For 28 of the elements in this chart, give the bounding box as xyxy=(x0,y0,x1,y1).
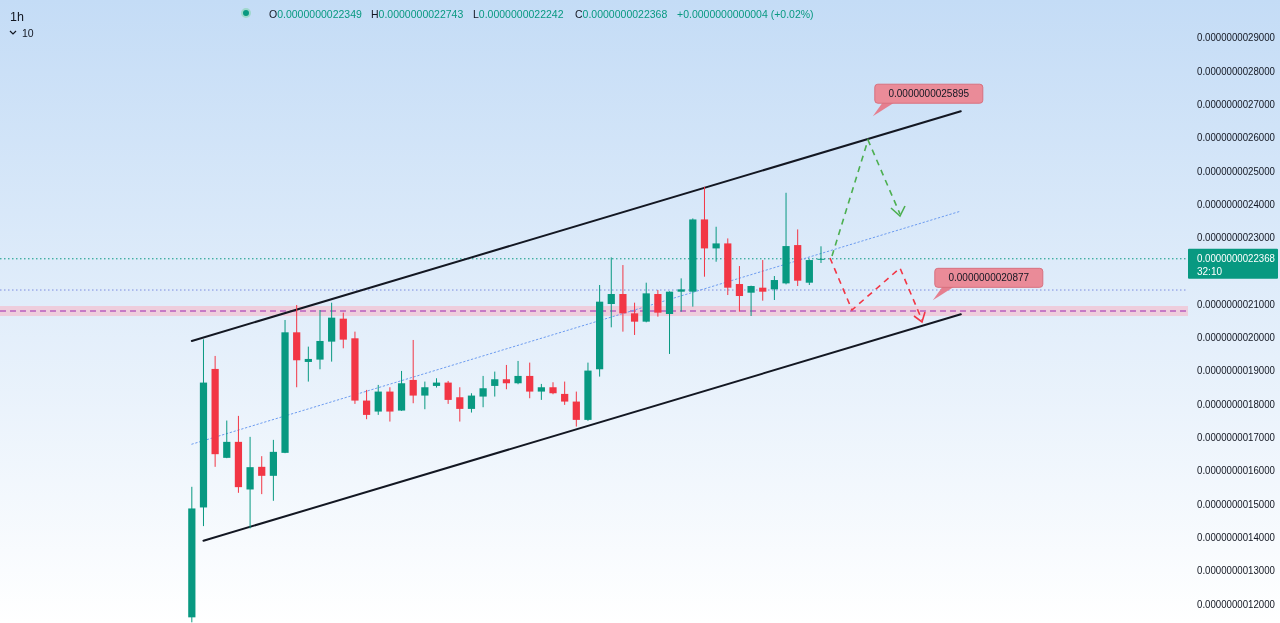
y-tick-label: 0.0000000027000 xyxy=(1197,99,1278,111)
annotation: +0.0000000000004 (+0.02%) xyxy=(677,7,814,20)
annotation: H0.0000000022743 xyxy=(371,7,464,20)
y-tick-label: 0.0000000020000 xyxy=(1197,332,1278,344)
y-tick-label: 0.0000000021000 xyxy=(1197,298,1278,310)
annotation: 0.0000000025895 xyxy=(888,88,970,100)
y-tick-label: 0.0000000025000 xyxy=(1197,165,1278,177)
ref-line-label: 0.0000000022368 xyxy=(1197,253,1278,265)
y-tick-label: 0.0000000018000 xyxy=(1197,398,1278,410)
y-tick-label: 0.0000000028000 xyxy=(1197,65,1278,77)
annotation: O0.0000000022349 xyxy=(269,7,362,20)
y-tick-label: 0.0000000016000 xyxy=(1197,465,1278,477)
y-tick-label: 0.0000000026000 xyxy=(1197,132,1278,144)
text: 32:10 xyxy=(1197,266,1223,278)
annotation: C0.0000000022368 xyxy=(575,7,668,20)
y-tick-label: 0.0000000023000 xyxy=(1197,232,1278,244)
y-tick-label: 0.0000000017000 xyxy=(1197,432,1278,444)
y-tick-label: 0.0000000013000 xyxy=(1197,565,1278,577)
y-tick-label: 0.0000000012000 xyxy=(1197,598,1278,610)
y-tick-label: 0.0000000014000 xyxy=(1197,531,1278,543)
text: 1h xyxy=(10,10,24,25)
annotation: 0.0000000020877 xyxy=(948,272,1030,284)
y-tick-label: 0.0000000024000 xyxy=(1197,198,1278,210)
text: 10 xyxy=(22,26,34,39)
annotation: L0.0000000022242 xyxy=(473,7,564,20)
y-tick-label: 0.0000000029000 xyxy=(1197,32,1278,44)
y-tick-label: 0.0000000019000 xyxy=(1197,365,1278,377)
y-tick-label: 0.0000000015000 xyxy=(1197,498,1278,510)
